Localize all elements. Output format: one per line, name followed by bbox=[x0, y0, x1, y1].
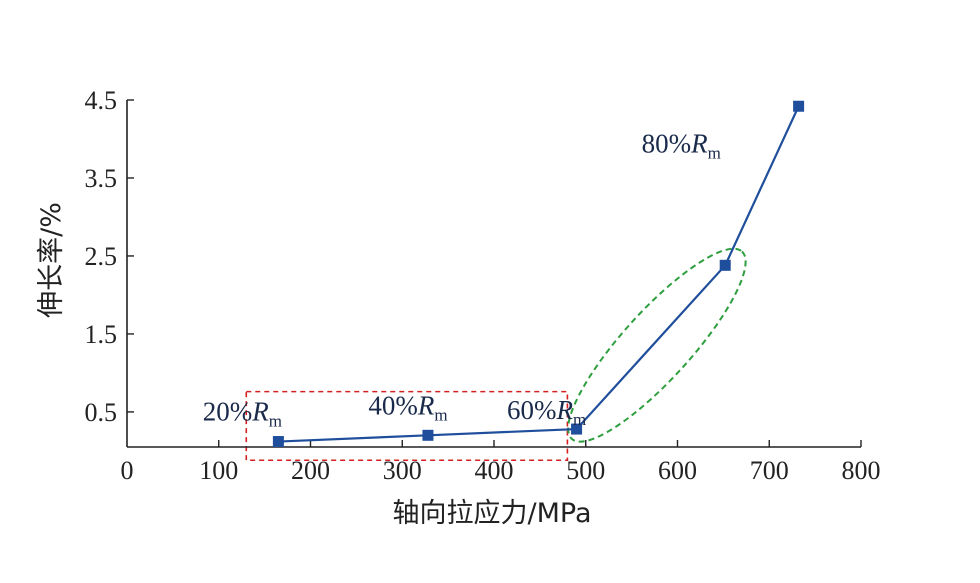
highlight-rectangle bbox=[245, 390, 569, 462]
x-axis-title: 轴向拉应力/MPa bbox=[392, 498, 591, 529]
point-annotation: 20%Rm bbox=[203, 397, 282, 431]
data-point-marker bbox=[719, 259, 731, 271]
point-annotation: 60%Rm bbox=[507, 395, 586, 429]
y-tick-label: 0.5 bbox=[85, 398, 118, 427]
y-tick-label: 3.5 bbox=[85, 164, 118, 193]
data-markers bbox=[272, 100, 805, 448]
y-tick-label: 2.5 bbox=[85, 242, 118, 271]
x-tick-label: 500 bbox=[566, 456, 605, 485]
x-tick-label: 600 bbox=[658, 456, 697, 485]
highlight-ellipse bbox=[567, 247, 747, 443]
data-point-marker bbox=[272, 436, 284, 448]
y-tick-label: 4.5 bbox=[85, 86, 118, 115]
x-tick-label: 100 bbox=[199, 456, 238, 485]
data-point-marker bbox=[422, 429, 434, 441]
point-annotation: 40%Rm bbox=[368, 390, 447, 424]
x-tick-label: 400 bbox=[475, 456, 514, 485]
x-tick-label: 700 bbox=[750, 456, 789, 485]
data-point-marker bbox=[571, 423, 583, 435]
y-axis-title: 伸长率/% bbox=[36, 202, 67, 318]
axes bbox=[126, 100, 861, 448]
point-annotation: 80%Rm bbox=[642, 128, 721, 162]
x-tick-label: 800 bbox=[842, 456, 881, 485]
data-point-marker bbox=[793, 100, 805, 112]
x-tick-label: 200 bbox=[291, 456, 330, 485]
ticks: 0 100 200 300 400 500 600 700 800 0.5 1.5 2.5 3.5 4.5 bbox=[85, 86, 881, 485]
y-tick-label: 1.5 bbox=[85, 320, 118, 349]
highlight-shapes bbox=[245, 247, 747, 462]
x-tick-label: 300 bbox=[383, 456, 422, 485]
x-tick-label: 0 bbox=[121, 456, 134, 485]
